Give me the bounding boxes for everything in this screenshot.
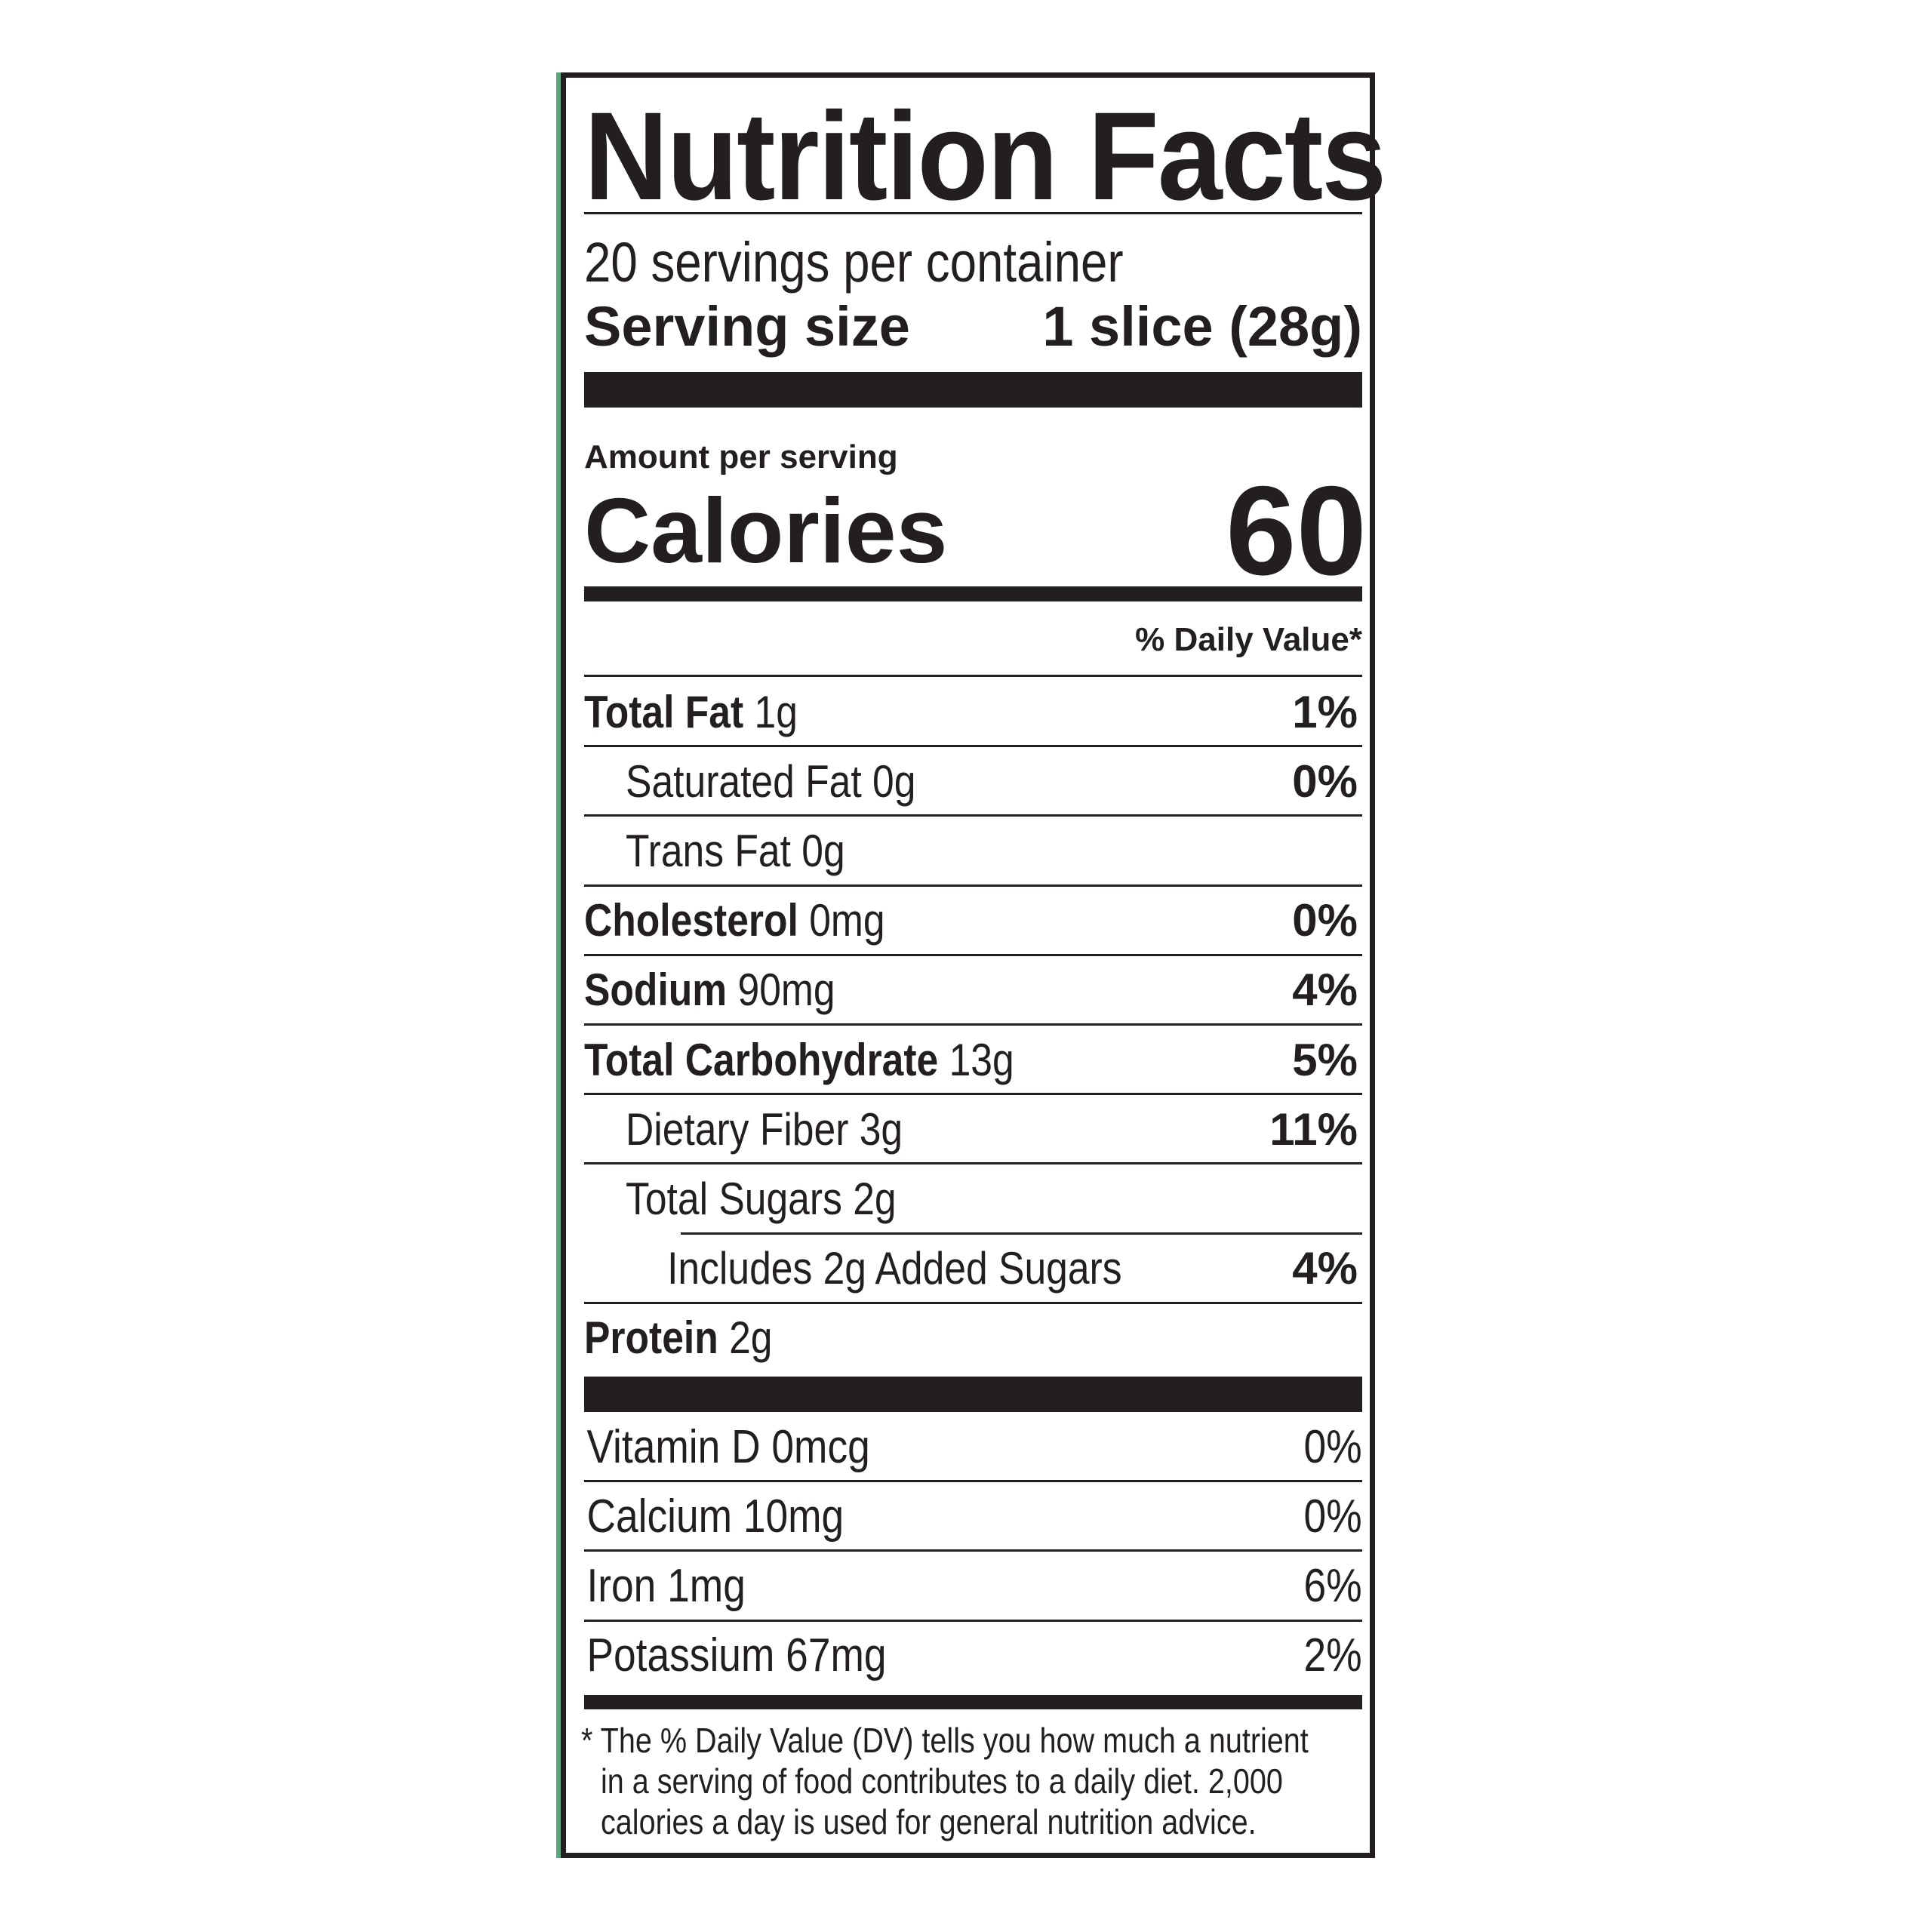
- divider: [584, 212, 1362, 214]
- footnote-line: calories a day is used for general nutri…: [601, 1802, 1257, 1841]
- nutrient-name: Total Fat 1g: [584, 686, 798, 738]
- divider: [584, 1480, 1362, 1483]
- nutrient-name: Trans Fat 0g: [584, 825, 845, 877]
- thick-divider: [584, 1377, 1362, 1412]
- vitamin-daily-value: 0%: [1303, 1420, 1362, 1473]
- divider: [584, 1162, 1362, 1165]
- nutrient-daily-value: 0%: [1292, 895, 1358, 946]
- nutrient-name: Total Sugars 2g: [584, 1173, 897, 1225]
- nutrient-row: Total Fat 1g 1%: [584, 677, 1362, 746]
- vitamin-daily-value: 6%: [1303, 1559, 1362, 1612]
- nutrient-name: Total Carbohydrate 13g: [584, 1034, 1014, 1086]
- daily-value-header: % Daily Value*: [1135, 621, 1362, 658]
- divider: [681, 1232, 1362, 1235]
- nutrient-label: Includes 2g Added Sugars: [667, 1243, 1122, 1294]
- nutrition-facts-label: Nutrition Facts 20 servings per containe…: [556, 72, 1386, 1858]
- nutrient-label: Cholesterol: [584, 895, 798, 946]
- divider: [584, 1619, 1362, 1622]
- nutrient-row: Total Carbohydrate 13g 5%: [584, 1025, 1362, 1094]
- footnote: * The % Daily Value (DV) tells you how m…: [581, 1720, 1359, 1842]
- nutrient-label: Total Carbohydrate: [584, 1034, 939, 1085]
- nutrient-daily-value: 4%: [1292, 964, 1358, 1016]
- nutrient-daily-value: 0%: [1292, 755, 1358, 807]
- divider: [584, 675, 1362, 677]
- nutrient-label: Sodium: [584, 964, 728, 1016]
- vitamin-row: Iron 1mg 6%: [584, 1551, 1362, 1620]
- nutrient-row: Includes 2g Added Sugars 4%: [584, 1234, 1362, 1303]
- nutrient-name: Sodium 90mg: [584, 964, 835, 1016]
- nutrient-daily-value: 11%: [1269, 1103, 1358, 1155]
- nutrient-amount: 13g: [949, 1034, 1014, 1085]
- serving-size-label: Serving size: [584, 295, 910, 358]
- divider: [584, 814, 1362, 817]
- nutrient-row: Total Sugars 2g: [584, 1164, 1362, 1233]
- divider: [584, 1301, 1362, 1304]
- vitamin-daily-value: 0%: [1303, 1490, 1362, 1543]
- nutrient-row: Cholesterol 0mg 0%: [584, 886, 1362, 955]
- vitamin-row: Calcium 10mg 0%: [584, 1481, 1362, 1551]
- nutrient-daily-value: 5%: [1292, 1034, 1358, 1085]
- nutrient-name: Protein 2g: [584, 1312, 773, 1364]
- servings-per-container: 20 servings per container: [584, 231, 1124, 294]
- vitamin-daily-value: 2%: [1303, 1629, 1362, 1682]
- nutrient-label: Total Sugars 2g: [626, 1173, 897, 1224]
- nutrient-row: Saturated Fat 0g 0%: [584, 746, 1362, 816]
- thick-divider: [584, 372, 1362, 408]
- vitamin-label: Vitamin D 0mcg: [586, 1420, 870, 1473]
- nutrient-label: Protein: [584, 1312, 718, 1364]
- nutrient-amount: 0mg: [809, 895, 885, 946]
- nutrient-row: Sodium 90mg 4%: [584, 955, 1362, 1025]
- divider: [584, 1023, 1362, 1026]
- nutrient-name: Saturated Fat 0g: [584, 755, 915, 808]
- vitamin-label: Potassium 67mg: [586, 1629, 887, 1682]
- amount-per-serving: Amount per serving: [584, 438, 898, 475]
- divider: [584, 884, 1362, 887]
- nutrient-row: Dietary Fiber 3g 11%: [584, 1094, 1362, 1164]
- medium-divider: [584, 1695, 1362, 1709]
- calories-value: 60: [1226, 459, 1367, 601]
- label-title: Nutrition Facts: [584, 87, 1386, 226]
- nutrient-row: Protein 2g: [584, 1303, 1362, 1373]
- serving-size-row: Serving size 1 slice (28g): [584, 297, 1362, 357]
- nutrient-amount: 90mg: [737, 964, 835, 1016]
- vitamin-label: Calcium 10mg: [586, 1490, 844, 1543]
- nutrient-name: Cholesterol 0mg: [584, 894, 885, 946]
- nutrient-amount: 1g: [754, 686, 798, 737]
- nutrient-label: Trans Fat 0g: [626, 825, 845, 876]
- nutrient-label: Saturated Fat 0g: [626, 755, 916, 807]
- vitamin-row: Potassium 67mg 2%: [584, 1621, 1362, 1690]
- nutrient-amount: 2g: [729, 1312, 773, 1364]
- divider: [584, 953, 1362, 956]
- nutrient-name: Dietary Fiber 3g: [584, 1103, 903, 1155]
- footnote-line: * The % Daily Value (DV) tells you how m…: [581, 1721, 1309, 1760]
- vitamin-label: Iron 1mg: [586, 1559, 746, 1612]
- medium-divider: [584, 586, 1362, 601]
- nutrient-daily-value: 1%: [1292, 686, 1358, 737]
- nutrient-daily-value: 4%: [1292, 1243, 1358, 1294]
- nutrient-label: Dietary Fiber 3g: [626, 1103, 903, 1155]
- nutrient-row: Trans Fat 0g: [584, 816, 1362, 885]
- divider: [584, 1549, 1362, 1552]
- divider: [584, 1093, 1362, 1096]
- calories-label: Calories: [584, 479, 948, 582]
- calories-row: Calories 60: [584, 460, 1367, 601]
- nutrient-name: Includes 2g Added Sugars: [584, 1242, 1122, 1294]
- vitamin-row: Vitamin D 0mcg 0%: [584, 1412, 1362, 1481]
- divider: [584, 745, 1362, 748]
- footnote-line: in a serving of food contributes to a da…: [601, 1761, 1283, 1801]
- nutrient-label: Total Fat: [584, 686, 744, 737]
- serving-size-value: 1 slice (28g): [1042, 295, 1362, 358]
